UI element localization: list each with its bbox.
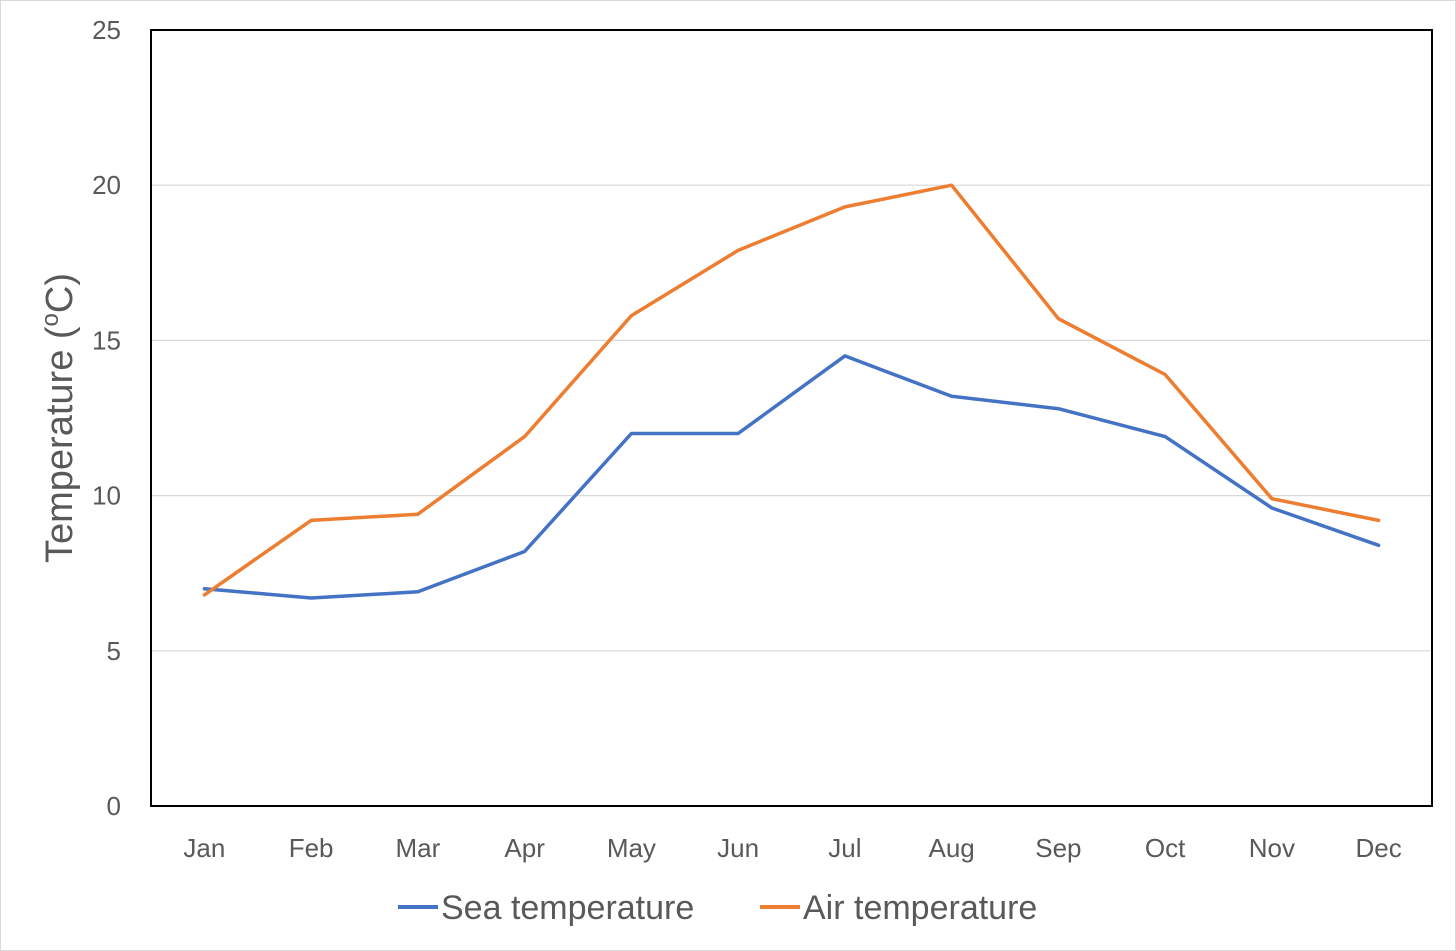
x-tick-label: Mar	[395, 833, 440, 863]
series-line-sea	[202, 354, 1381, 600]
y-tick-label: 25	[92, 15, 121, 45]
x-tick-label: Aug	[928, 833, 974, 863]
x-tick-label: Sep	[1035, 833, 1081, 863]
y-tick-label: 10	[92, 481, 121, 511]
y-tick-label: 5	[107, 636, 121, 666]
series-lines	[202, 183, 1381, 600]
x-tick-label: Nov	[1249, 833, 1295, 863]
x-tick-label: Apr	[504, 833, 545, 863]
plot-area	[150, 29, 1433, 807]
x-axis-ticks: Jan Feb Mar Apr May Jun Jul Aug Sep Oct Nov Dec	[183, 833, 1401, 863]
x-tick-label: May	[607, 833, 656, 863]
legend-label: Air temperature	[803, 889, 1037, 927]
x-tick-label: Dec	[1356, 833, 1402, 863]
x-tick-label: Oct	[1145, 833, 1186, 863]
y-axis-label: Temperature (oC)	[37, 273, 81, 563]
y-tick-label: 15	[92, 325, 121, 355]
x-tick-label: Jul	[828, 833, 861, 863]
y-axis-ticks: 0 5 10 15 20 25	[92, 15, 121, 821]
series-line-air	[202, 183, 1381, 597]
x-tick-label: Jan	[183, 833, 225, 863]
legend-label: Sea temperature	[441, 889, 694, 927]
legend: Sea temperature Air temperature	[398, 889, 1037, 927]
y-tick-label: 0	[107, 791, 121, 821]
y-axis-label-unit: C)	[39, 273, 81, 313]
y-axis-label-text: Temperature (	[39, 326, 81, 563]
y-tick-label: 20	[92, 170, 121, 200]
x-tick-label: Feb	[289, 833, 334, 863]
y-axis-label-degree: o	[37, 313, 64, 326]
x-tick-label: Jun	[717, 833, 759, 863]
gridlines	[151, 184, 1432, 652]
